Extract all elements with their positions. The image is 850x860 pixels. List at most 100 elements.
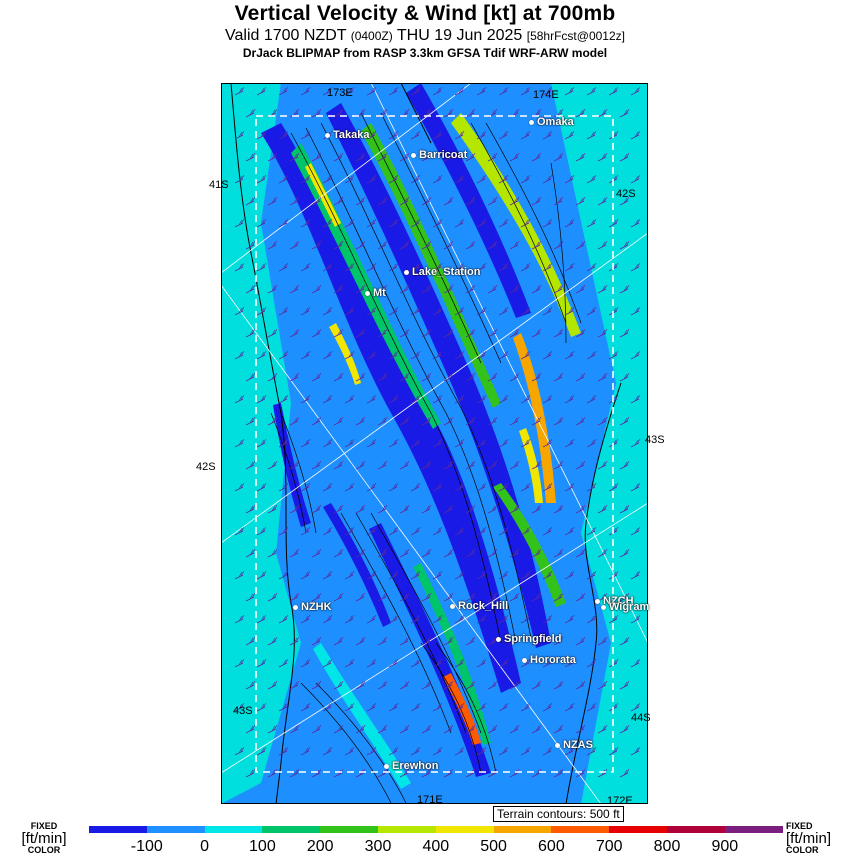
lat-label-42s-left: 42S: [196, 461, 216, 473]
wind-barb: [289, 328, 300, 338]
wind-barb: [278, 702, 289, 712]
wind-barb: [388, 438, 399, 448]
wind-barb: [333, 724, 344, 734]
wind-barb: [630, 306, 641, 316]
wind-barb: [509, 284, 520, 294]
wind-barb: [476, 658, 487, 668]
wind-barb: [355, 152, 366, 162]
wind-barb: [465, 460, 476, 470]
wind-barb: [388, 658, 399, 668]
wind-barb: [487, 284, 498, 294]
wind-barb: [410, 306, 421, 316]
wind-barb: [454, 130, 465, 140]
wind-barb: [410, 570, 421, 580]
wind-barb: [333, 416, 344, 426]
wind-barb: [234, 658, 245, 668]
wind-barb: [377, 636, 388, 646]
wind-barb: [300, 218, 311, 228]
wind-barb: [597, 328, 608, 338]
wind-barb: [333, 636, 344, 646]
wind-barb: [487, 416, 498, 426]
wind-barb: [619, 152, 630, 162]
wind-barb: [630, 218, 641, 228]
wind-barb: [498, 86, 509, 96]
wind-barb: [267, 416, 278, 426]
wind-barb: [619, 768, 630, 778]
wind-barb: [619, 196, 630, 206]
wind-barb: [454, 482, 465, 492]
wind-barb: [410, 526, 421, 536]
wind-barb: [399, 460, 410, 470]
wind-barb: [267, 460, 278, 470]
wind-barb: [542, 526, 553, 536]
wind-barb: [366, 526, 377, 536]
wind-barb: [289, 680, 300, 690]
wind-barb: [619, 372, 630, 382]
wind-barb: [256, 350, 267, 360]
place-lake-station: Lake_Station: [404, 266, 480, 278]
wind-barb: [333, 196, 344, 206]
wind-barb: [267, 680, 278, 690]
wind-barb: [355, 680, 366, 690]
wind-barb: [586, 702, 597, 712]
wind-barb: [498, 526, 509, 536]
wind-barb: [619, 240, 630, 250]
wind-barb: [542, 130, 553, 140]
wind-barb: [531, 328, 542, 338]
wind-barb: [608, 86, 619, 96]
wind-barb: [443, 196, 454, 206]
terrain-contours: [270, 112, 582, 804]
place-takaka: Takaka: [325, 129, 370, 141]
wind-barb: [267, 328, 278, 338]
wind-barb: [388, 350, 399, 360]
wind-barb: [311, 284, 322, 294]
wind-barb: [245, 636, 256, 646]
wind-barb: [300, 86, 311, 96]
wind-barb: [432, 438, 443, 448]
wind-barb: [388, 702, 399, 712]
wind-barb: [344, 746, 355, 756]
wind-barb: [432, 86, 443, 96]
wind-barb: [289, 724, 300, 734]
wind-barb: [443, 460, 454, 470]
wind-barb: [256, 658, 267, 668]
wind-barb: [355, 460, 366, 470]
wind-barb: [234, 526, 245, 536]
wind-barb: [234, 350, 245, 360]
wind-barb: [520, 570, 531, 580]
wind-barb: [388, 130, 399, 140]
wind-barb: [399, 372, 410, 382]
wind-barb: [630, 614, 641, 624]
wind-barb: [377, 592, 388, 602]
wind-barb: [443, 372, 454, 382]
wind-barb: [333, 328, 344, 338]
wind-barb: [509, 240, 520, 250]
wind-barb: [333, 504, 344, 514]
wind-barb: [355, 196, 366, 206]
wind-barb: [509, 152, 520, 162]
wind-barb: [366, 482, 377, 492]
wind-barb: [476, 306, 487, 316]
fixed-label-left: FIXED: [30, 821, 58, 831]
wind-barb: [421, 460, 432, 470]
wind-barb: [410, 130, 421, 140]
wind-barb: [542, 350, 553, 360]
wind-barb: [487, 680, 498, 690]
wind-barb: [531, 152, 542, 162]
wind-barb: [454, 614, 465, 624]
wind-barb: [531, 372, 542, 382]
wind-barb: [322, 526, 333, 536]
wind-barb: [300, 614, 311, 624]
wind-barb: [311, 328, 322, 338]
wind-barb: [575, 372, 586, 382]
wind-barb: [509, 196, 520, 206]
wind-barb: [333, 592, 344, 602]
wind-barb: [322, 86, 333, 96]
wind-barb: [311, 416, 322, 426]
wind-barb: [311, 504, 322, 514]
wind-barb: [465, 284, 476, 294]
wind-barb: [454, 394, 465, 404]
wind-barb: [630, 746, 641, 756]
wind-barb: [278, 482, 289, 492]
wind-barb: [487, 504, 498, 514]
